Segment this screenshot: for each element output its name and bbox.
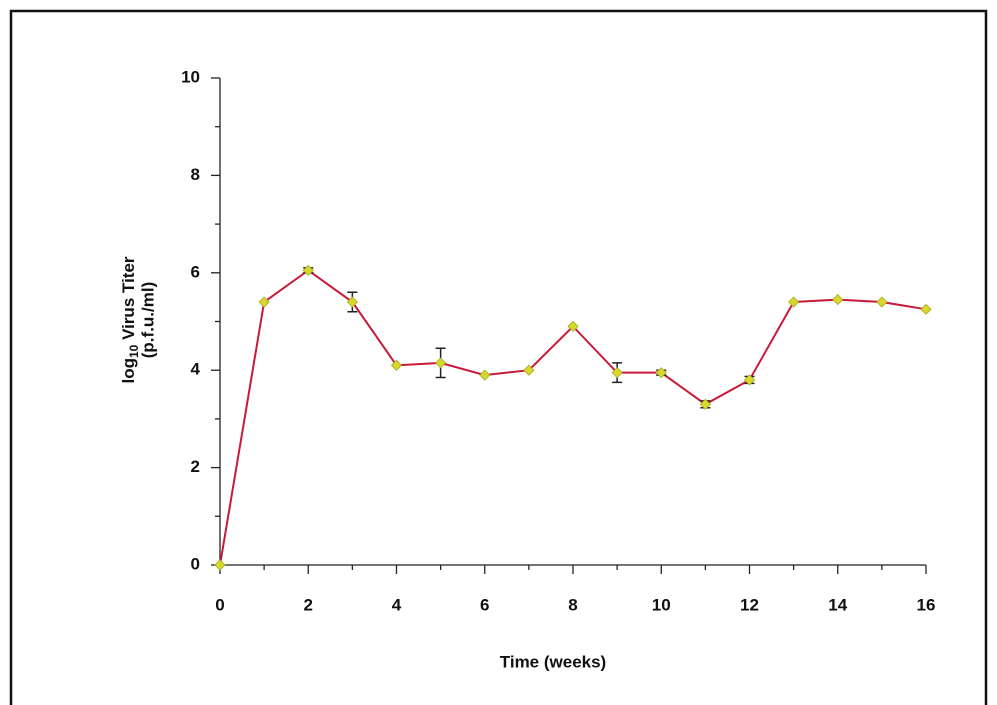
data-marker <box>920 303 932 315</box>
y-axis-label-units: (p.f.u./ml) <box>138 282 157 358</box>
y-tick-label: 6 <box>191 262 200 281</box>
data-marker <box>479 369 491 381</box>
x-tick-label: 12 <box>740 595 759 614</box>
data-marker <box>302 264 314 276</box>
data-marker <box>435 357 447 369</box>
data-marker <box>876 296 888 308</box>
y-tick-label: 2 <box>191 457 200 476</box>
data-line <box>219 269 927 566</box>
y-axis-label: log10 Virus Titer <box>119 256 141 383</box>
x-tick-label: 14 <box>828 595 847 614</box>
data-marker <box>655 367 667 379</box>
data-marker <box>214 559 226 571</box>
y-tick-label: 10 <box>181 67 200 86</box>
data-marker <box>832 294 844 306</box>
data-marker <box>346 296 358 308</box>
x-tick-label: 6 <box>480 595 489 614</box>
y-tick-label: 0 <box>191 554 200 573</box>
data-marker <box>699 398 711 410</box>
data-marker <box>390 359 403 371</box>
x-tick-label: 10 <box>652 595 671 614</box>
x-axis-label: Time (weeks) <box>500 652 606 671</box>
data-marker <box>258 296 270 308</box>
x-tick-label: 2 <box>304 595 313 614</box>
x-tick-label: 8 <box>568 595 577 614</box>
x-tick-label: 16 <box>917 595 936 614</box>
x-tick-label: 4 <box>392 595 402 614</box>
data-marker <box>567 320 579 332</box>
x-tick-label: 0 <box>215 595 224 614</box>
data-marker <box>523 364 535 376</box>
y-tick-label: 4 <box>191 360 201 379</box>
data-marker <box>611 367 623 379</box>
frame <box>9 9 988 705</box>
data-marker <box>788 296 800 308</box>
data-marker <box>743 374 756 386</box>
y-tick-label: 8 <box>191 165 200 184</box>
